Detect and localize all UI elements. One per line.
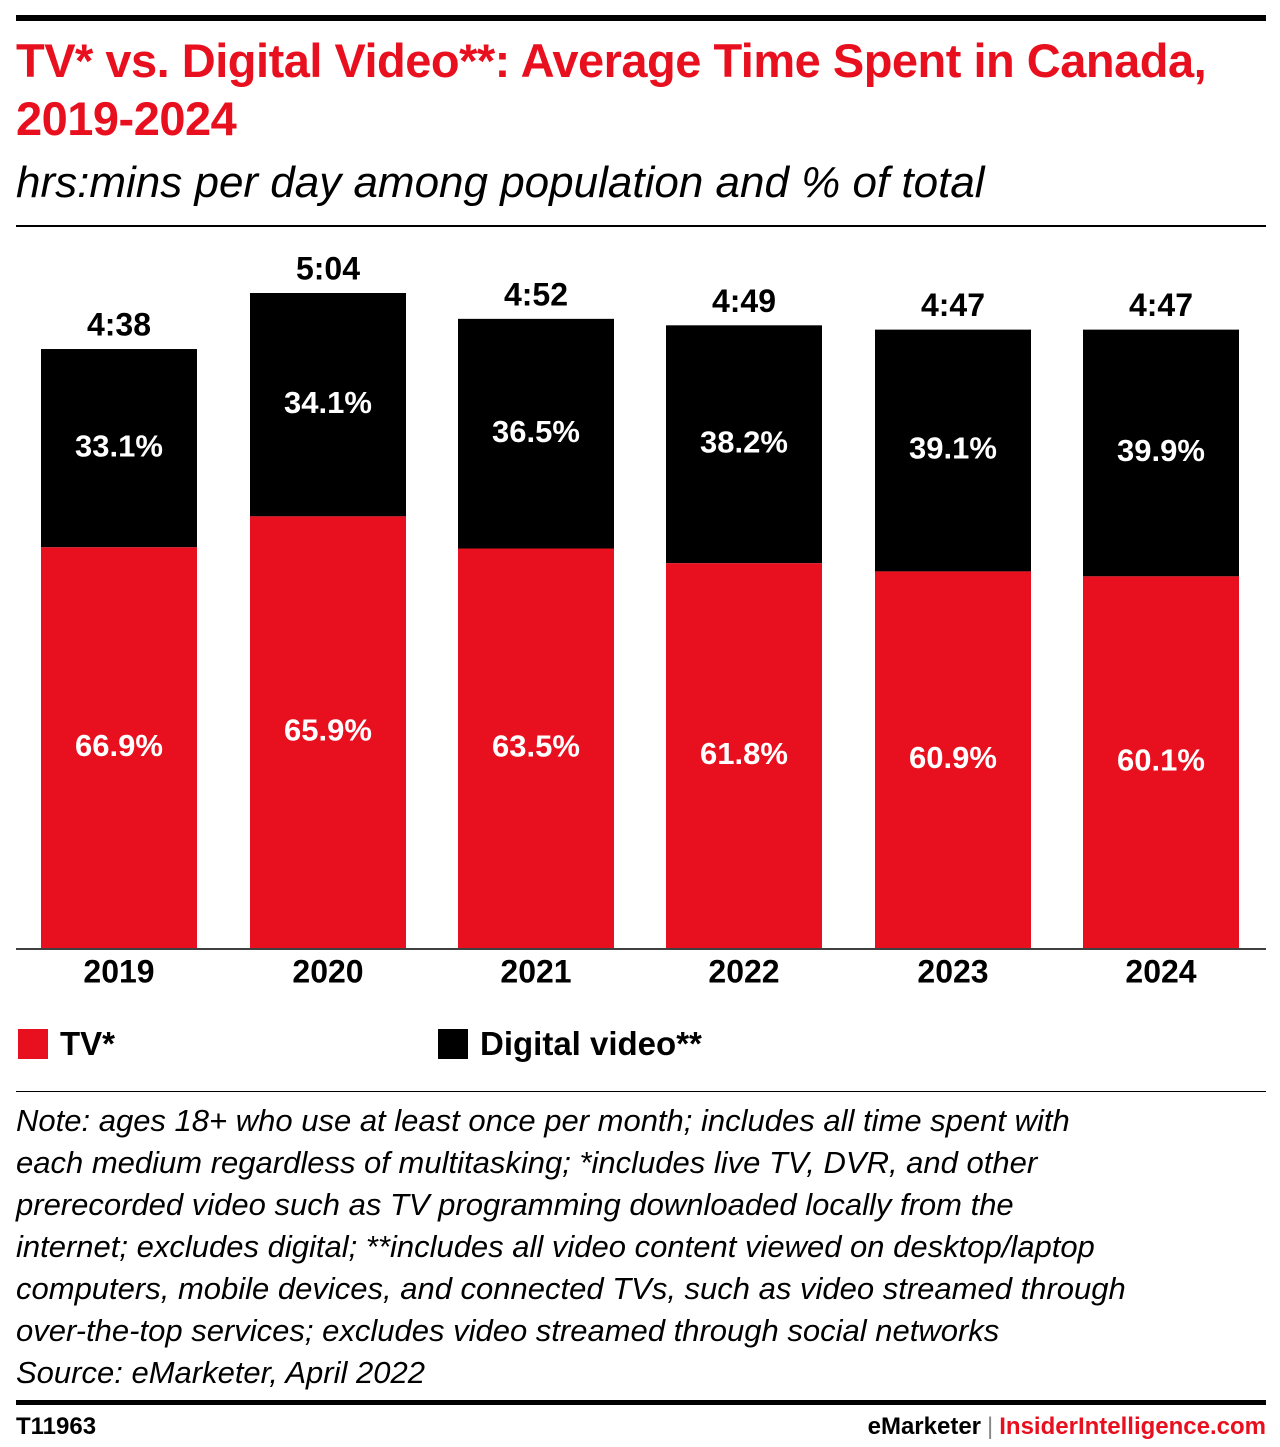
total-label-2019: 4:38	[87, 306, 151, 342]
brand-emarketer: eMarketer	[867, 1413, 982, 1440]
x-tick-label-2023: 2023	[917, 953, 988, 989]
data-label-digital-video-2022: 38.2%	[700, 424, 788, 459]
bar-tv-2023	[875, 571, 1031, 948]
data-label-digital-video-2019: 33.1%	[75, 428, 163, 463]
top-rule	[16, 15, 1266, 21]
x-tick-label-2020: 2020	[292, 953, 363, 989]
x-tick-label-2021: 2021	[500, 953, 571, 989]
data-label-tv-2024: 60.1%	[1117, 742, 1205, 777]
data-label-tv-2021: 63.5%	[492, 728, 580, 763]
subtitle-divider	[16, 225, 1266, 227]
legend-swatch-tv	[18, 1029, 48, 1059]
bar-digital-video-2020	[250, 293, 406, 517]
data-label-tv-2023: 60.9%	[909, 740, 997, 775]
bar-tv-2021	[458, 548, 614, 948]
chart-id: T11963	[16, 1413, 97, 1440]
bar-tv-2020	[250, 516, 406, 948]
data-label-digital-video-2023: 39.1%	[909, 431, 997, 466]
chart-note: Note: ages 18+ who use at least once per…	[16, 1103, 1126, 1390]
x-tick-label-2022: 2022	[708, 953, 779, 989]
stacked-bar-chart: 4:38 33.1% 66.9% 2019 5:04 34.1% 65.9% 2020 4:52…	[16, 250, 1266, 989]
total-label-2024: 4:47	[1129, 287, 1193, 323]
bottom-rule	[16, 1400, 1266, 1405]
bar-digital-video-2024	[1083, 329, 1239, 577]
brand-separator: |	[987, 1413, 994, 1440]
x-tick-label-2019: 2019	[83, 953, 154, 989]
data-label-digital-video-2020: 34.1%	[284, 385, 372, 420]
x-tick-label-2024: 2024	[1125, 953, 1196, 989]
total-label-2023: 4:47	[921, 287, 985, 323]
data-label-tv-2022: 61.8%	[700, 736, 788, 771]
total-label-2020: 5:04	[296, 250, 360, 286]
note-divider	[16, 1091, 1266, 1092]
bar-tv-2022	[666, 563, 822, 948]
bar-digital-video-2019	[41, 349, 197, 548]
data-label-digital-video-2021: 36.5%	[492, 414, 580, 449]
total-label-2021: 4:52	[504, 276, 568, 312]
chart-subtitle: hrs:mins per day among population and % …	[16, 158, 985, 207]
data-label-tv-2020: 65.9%	[284, 712, 372, 747]
footer-brand: eMarketer | InsiderIntelligence.com	[868, 1413, 1266, 1441]
legend-item-tv: TV*	[18, 1020, 115, 1068]
bar-digital-video-2022	[666, 325, 822, 564]
legend-label-tv: TV*	[60, 1025, 116, 1062]
bar-digital-video-2021	[458, 318, 614, 549]
data-label-digital-video-2024: 39.9%	[1117, 433, 1205, 468]
bar-tv-2019	[41, 547, 197, 948]
bar-tv-2024	[1083, 576, 1239, 948]
legend-label-digital-video: Digital video**	[480, 1025, 702, 1062]
chart-title: TV* vs. Digital Video**: Average Time Sp…	[16, 34, 1207, 145]
legend-item-digital-video: Digital video**	[438, 1020, 702, 1068]
legend-swatch-digital-video	[438, 1029, 468, 1059]
bar-digital-video-2023	[875, 329, 1031, 572]
total-label-2022: 4:49	[712, 283, 776, 319]
data-label-tv-2019: 66.9%	[75, 728, 163, 763]
brand-insider-intelligence: InsiderIntelligence.com	[999, 1413, 1266, 1440]
